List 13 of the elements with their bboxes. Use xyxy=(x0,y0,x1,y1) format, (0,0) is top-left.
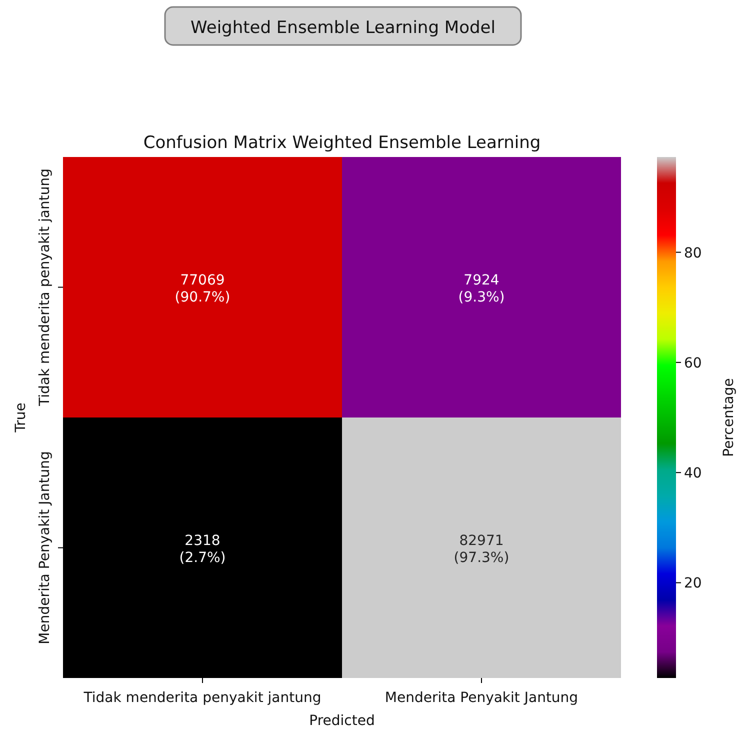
color-bar-label: 20 xyxy=(684,576,702,592)
chart-title: Weighted Ensemble Learning Model xyxy=(190,18,496,38)
x-axis-title: Predicted xyxy=(309,713,375,729)
color-bar-label: 40 xyxy=(684,466,702,482)
data-label: 77069 (90.7%) xyxy=(174,272,230,306)
data-label: 82971 (97.3%) xyxy=(454,532,510,566)
chart-subtitle: Confusion Matrix Weighted Ensemble Learning xyxy=(143,133,541,153)
data-label: 2318 (2.7%) xyxy=(179,532,226,566)
color-bar-label: 60 xyxy=(684,355,702,372)
data-label: 7924 (9.3%) xyxy=(458,272,505,306)
y-axis-title: True xyxy=(13,402,29,434)
color-bar-title: Percentage xyxy=(721,378,737,457)
color-bar-label: 80 xyxy=(684,245,702,262)
